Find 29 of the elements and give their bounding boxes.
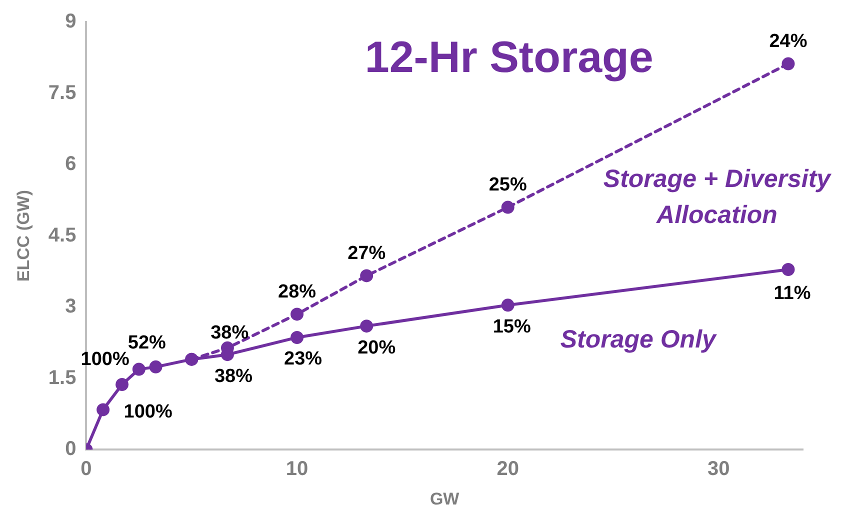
y-tick-label: 9 — [65, 10, 76, 33]
annotation: 15% — [492, 316, 531, 338]
annotation: 20% — [358, 337, 396, 358]
annotation: 38% — [210, 322, 249, 344]
annotation: 52% — [128, 332, 166, 354]
y-tick-label: 0 — [65, 438, 76, 460]
annotation: 11% — [774, 282, 811, 304]
annotation: 23% — [284, 348, 322, 370]
x-tick-label: 0 — [80, 458, 92, 480]
x-tick-label: 20 — [496, 458, 519, 480]
y-tick-label: 6 — [65, 153, 76, 176]
y-tick-label: 7.5 — [48, 82, 76, 104]
y-tick-label: 3 — [65, 296, 76, 318]
annotation: 100% — [124, 402, 172, 423]
annotation: 25% — [488, 174, 527, 196]
x-axis-title: GW — [430, 489, 460, 508]
annotation: 38% — [214, 366, 253, 387]
y-tick-label: 1.5 — [48, 366, 76, 389]
annotation: 100% — [80, 348, 130, 370]
x-tick-label: 30 — [708, 458, 730, 480]
y-axis-title: ELCC (GW) — [14, 190, 33, 282]
annotation: 27% — [348, 242, 386, 264]
x-tick-label: 10 — [286, 458, 308, 480]
chart-title: 12-Hr Storage — [364, 33, 654, 82]
y-tick-label: 4.5 — [48, 224, 76, 246]
annotation: 28% — [278, 281, 316, 302]
series-label: Storage Only — [560, 325, 718, 354]
series-label: Storage + Diversity Allocation — [603, 165, 832, 230]
annotation: 24% — [769, 31, 808, 52]
